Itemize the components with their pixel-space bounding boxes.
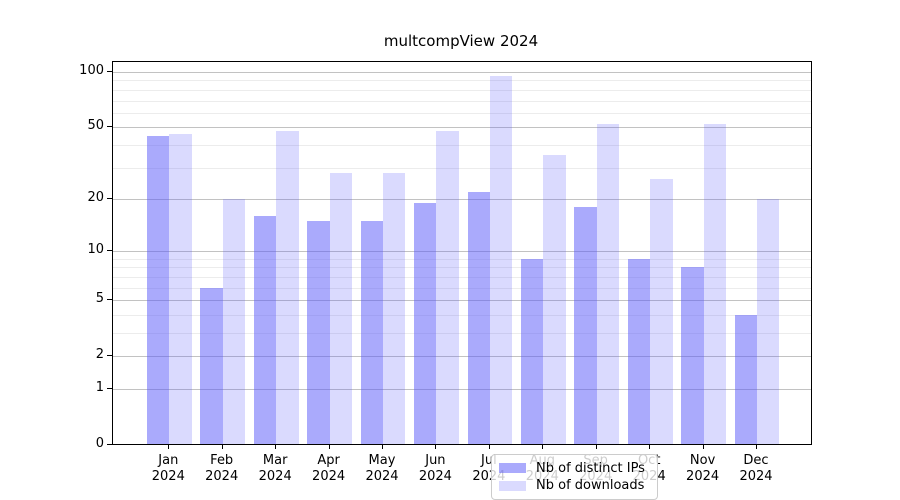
- grid-line-minor-3: [113, 333, 811, 334]
- x-tick-jun: [435, 444, 437, 449]
- legend: Nb of distinct IPs Nb of downloads: [491, 454, 658, 500]
- y-tick-label-10: 10: [87, 242, 104, 258]
- x-tick-jul: [488, 444, 490, 449]
- x-tick-label-mar: Mar 2024: [258, 453, 292, 484]
- grid-line-100: [113, 72, 811, 73]
- grid-line-10: [113, 251, 811, 253]
- grid-line-minor-4: [113, 314, 811, 316]
- legend-label-downloads: Nb of downloads: [536, 478, 645, 494]
- bar-distinct-ips-feb: [200, 287, 223, 444]
- grid-line-minor-40: [113, 144, 811, 146]
- grid-line-minor-70: [113, 100, 811, 102]
- legend-swatch-downloads: [499, 480, 526, 491]
- bar-downloads-jan: [169, 133, 192, 444]
- x-tick-jan: [168, 444, 170, 449]
- bar-downloads-nov: [703, 124, 726, 444]
- bar-downloads-feb: [222, 198, 246, 444]
- x-tick-label-dec: Dec 2024: [739, 453, 773, 484]
- y-tick-10: [107, 250, 112, 252]
- bar-downloads-jun: [436, 130, 459, 444]
- x-tick-label-jun: Jun 2024: [418, 453, 452, 484]
- grid-line-minor-30: [113, 167, 811, 169]
- y-tick-5: [107, 299, 112, 301]
- x-tick-may: [382, 444, 383, 449]
- bar-downloads-apr: [329, 172, 352, 444]
- y-tick-20: [107, 197, 112, 199]
- grid-line-minor-7: [113, 276, 811, 278]
- bar-downloads-aug: [543, 155, 566, 444]
- bar-downloads-may: [383, 172, 406, 444]
- grid-line-50: [113, 127, 811, 129]
- bar-distinct-ips-jul: [467, 191, 490, 444]
- grid-line-5: [113, 300, 811, 302]
- grid-line-minor-9: [113, 258, 811, 260]
- x-tick-label-nov: Nov 2024: [686, 453, 720, 484]
- y-tick-label-5: 5: [95, 291, 104, 307]
- y-tick-50: [107, 126, 112, 128]
- chart-title: multcompView 2024: [383, 32, 539, 50]
- y-tick-label-20: 20: [87, 189, 104, 205]
- x-tick-feb: [221, 444, 223, 449]
- grid-line-minor-90: [113, 80, 811, 82]
- bar-distinct-ips-dec: [734, 314, 757, 444]
- bar-distinct-ips-may: [360, 220, 383, 444]
- bar-downloads-mar: [276, 130, 299, 444]
- x-tick-sep: [595, 444, 597, 449]
- y-tick-label-100: 100: [79, 63, 104, 78]
- x-tick-label-apr: Apr 2024: [312, 453, 346, 484]
- legend-item-distinct-ips: Nb of distinct IPs: [499, 461, 649, 476]
- y-tick-100: [107, 71, 112, 72]
- x-tick-nov: [702, 444, 704, 449]
- bar-distinct-ips-apr: [307, 220, 330, 444]
- bar-distinct-ips-nov: [681, 267, 704, 444]
- bar-downloads-dec: [757, 198, 780, 444]
- y-tick-0: [107, 444, 112, 445]
- bar-downloads-sep: [596, 124, 620, 444]
- y-tick-label-2: 2: [95, 347, 104, 363]
- x-tick-aug: [542, 444, 544, 449]
- y-tick-label-50: 50: [87, 118, 104, 134]
- x-tick-mar: [275, 444, 277, 449]
- grid-line-minor-80: [113, 89, 811, 91]
- grid-line-minor-6: [113, 287, 811, 289]
- bar-downloads-jul: [489, 76, 513, 444]
- y-tick-2: [107, 355, 112, 357]
- grid-line-minor-60: [113, 112, 811, 114]
- bar-downloads-oct: [650, 178, 673, 444]
- x-tick-apr: [328, 444, 330, 449]
- grid-line-2: [113, 356, 811, 358]
- grid-line-1: [113, 389, 811, 390]
- x-tick-label-may: May 2024: [365, 453, 399, 484]
- bar-distinct-ips-jan: [146, 135, 170, 444]
- bar-distinct-ips-oct: [627, 258, 651, 444]
- y-tick-label-1: 1: [95, 380, 104, 395]
- bar-distinct-ips-sep: [574, 207, 597, 444]
- x-tick-label-feb: Feb 2024: [205, 453, 239, 484]
- grid-line-20: [113, 198, 811, 200]
- legend-label-distinct-ips: Nb of distinct IPs: [536, 460, 645, 476]
- x-tick-oct: [649, 444, 651, 449]
- y-tick-1: [107, 388, 112, 389]
- plot-area: Nb of distinct IPs Nb of downloads: [112, 61, 812, 500]
- x-tick-dec: [756, 444, 757, 449]
- bar-distinct-ips-mar: [253, 216, 277, 444]
- legend-item-downloads: Nb of downloads: [499, 478, 649, 493]
- bar-distinct-ips-aug: [520, 258, 544, 444]
- x-tick-label-jan: Jan 2024: [151, 453, 185, 484]
- legend-swatch-distinct-ips: [499, 463, 526, 474]
- bar-distinct-ips-jun: [414, 202, 437, 444]
- grid-line-minor-8: [113, 267, 811, 269]
- y-tick-label-0: 0: [95, 436, 104, 451]
